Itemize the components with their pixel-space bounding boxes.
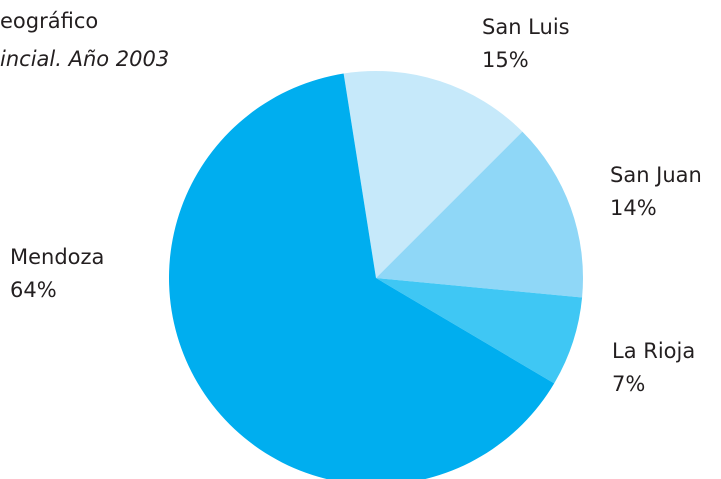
chart-title: eográfico xyxy=(0,9,98,33)
pie-slice xyxy=(376,278,583,384)
chart-subtitle: incial. Año 2003 xyxy=(0,47,169,71)
pie-slice xyxy=(376,131,583,298)
slice-value-label: 15% xyxy=(482,48,529,72)
slice-label: La Rioja xyxy=(612,339,695,363)
slice-label: Mendoza xyxy=(10,245,104,269)
slice-value-label: 7% xyxy=(612,372,645,396)
slice-label: San Juan xyxy=(610,163,702,187)
pie-slice xyxy=(169,73,555,479)
slice-value-label: 64% xyxy=(10,278,57,302)
slice-value-label: 14% xyxy=(610,196,657,220)
slice-label: San Luis xyxy=(482,15,570,39)
pie-slice xyxy=(343,71,523,278)
